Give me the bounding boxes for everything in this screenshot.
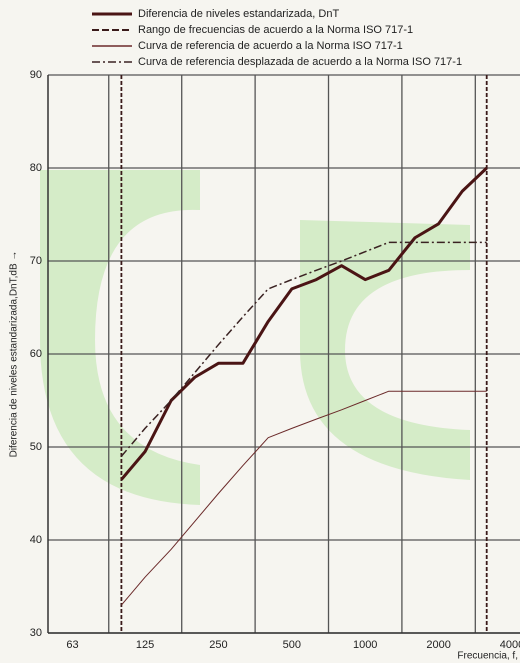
x-tick-label: 63 bbox=[66, 639, 78, 651]
y-tick-label: 90 bbox=[30, 69, 42, 81]
legend-label: Curva de referencia de acuerdo a la Norm… bbox=[138, 40, 403, 52]
watermark bbox=[300, 220, 470, 480]
x-tick-label: 4000 bbox=[500, 639, 520, 651]
watermark bbox=[40, 170, 200, 505]
x-tick-label: 1000 bbox=[353, 639, 377, 651]
y-tick-label: 40 bbox=[30, 534, 42, 546]
y-tick-label: 50 bbox=[30, 441, 42, 453]
y-axis-label: Diferencia de niveles estandarizada,DnT,… bbox=[9, 251, 20, 458]
legend-label: Rango de frecuencias de acuerdo a la Nor… bbox=[138, 24, 413, 36]
legend-label: Diferencia de niveles estandarizada, DnT bbox=[138, 8, 339, 20]
legend-label: Curva de referencia desplazada de acuerd… bbox=[138, 56, 462, 68]
series-line bbox=[120, 166, 488, 481]
y-tick-label: 80 bbox=[30, 162, 42, 174]
series-line bbox=[120, 241, 487, 457]
y-tick-label: 70 bbox=[30, 255, 42, 267]
x-tick-label: 500 bbox=[283, 639, 301, 651]
y-tick-label: 30 bbox=[30, 627, 42, 639]
x-tick-label: 125 bbox=[136, 639, 154, 651]
x-tick-label: 250 bbox=[209, 639, 227, 651]
x-tick-label: 2000 bbox=[426, 639, 450, 651]
x-axis-label: Frecuencia, f, bbox=[457, 651, 518, 662]
series-line bbox=[121, 390, 487, 606]
y-tick-label: 60 bbox=[30, 348, 42, 360]
